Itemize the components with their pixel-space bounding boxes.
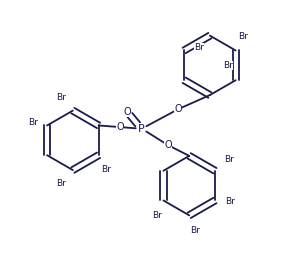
Text: Br: Br — [191, 226, 200, 235]
Text: Br: Br — [28, 118, 38, 127]
Text: O: O — [174, 104, 182, 114]
Text: O: O — [164, 140, 172, 150]
Text: P: P — [138, 124, 145, 134]
Text: Br: Br — [195, 43, 204, 53]
Text: O: O — [123, 107, 131, 117]
Text: O: O — [116, 122, 124, 132]
Text: Br: Br — [238, 32, 248, 41]
Text: Br: Br — [101, 165, 111, 174]
Text: Br: Br — [152, 211, 162, 220]
Text: Br: Br — [57, 179, 66, 188]
Text: Br: Br — [57, 93, 66, 102]
Text: Br: Br — [223, 61, 233, 70]
Text: Br: Br — [224, 155, 234, 164]
Text: Br: Br — [225, 197, 235, 206]
